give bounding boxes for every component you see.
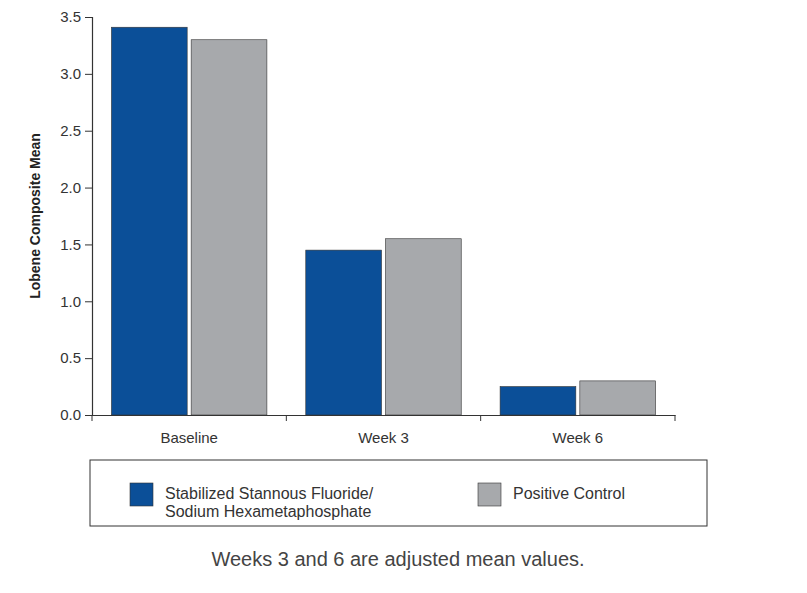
- y-tick-mark: [85, 188, 92, 189]
- legend-swatch: [478, 483, 501, 506]
- legend-label-line: Sodium Hexametaphosphate: [165, 503, 371, 520]
- y-tick-mark: [85, 301, 92, 302]
- y-tick: 1.5: [60, 236, 92, 253]
- y-tick-label: 2.5: [60, 122, 81, 139]
- y-axis-title: Lobene Composite Mean: [27, 133, 43, 299]
- legend-label: Positive Control: [513, 485, 625, 502]
- y-tick: 0.0: [60, 406, 92, 423]
- y-tick-mark: [85, 358, 92, 359]
- y-tick-mark: [85, 74, 92, 75]
- x-tick-label: Week 6: [553, 429, 604, 446]
- y-axis-line: [85, 18, 93, 416]
- legend: Stabilized Stannous Fluoride/Sodium Hexa…: [90, 460, 707, 526]
- legend-label-line: Stabilized Stannous Fluoride/: [165, 485, 374, 502]
- y-tick-label: 2.0: [60, 179, 81, 196]
- y-tick: 3.5: [60, 8, 92, 25]
- y-tick-label: 1.0: [60, 293, 81, 310]
- y-axis: 0.0 0.5 1.0 1.5 2.0 2.5 3.0 3.5: [60, 8, 92, 423]
- y-tick-label: 1.5: [60, 236, 81, 253]
- legend-label: Stabilized Stannous Fluoride/Sodium Hexa…: [165, 485, 374, 520]
- legend-item: Positive Control: [478, 483, 625, 506]
- legend-item: Stabilized Stannous Fluoride/Sodium Hexa…: [130, 483, 374, 520]
- y-tick: 2.5: [60, 122, 92, 139]
- category-divider: [480, 415, 481, 421]
- y-tick-mark: [85, 415, 92, 416]
- y-tick: 0.5: [60, 349, 92, 366]
- bar: [111, 27, 187, 415]
- y-tick-mark: [85, 17, 92, 18]
- y-tick-label: 0.5: [60, 349, 81, 366]
- bar: [500, 387, 576, 415]
- y-tick: 3.0: [60, 65, 92, 82]
- x-tick-label: Week 3: [358, 429, 409, 446]
- annotation: Weeks 3 and 6 are adjusted mean values.: [211, 548, 584, 570]
- y-tick-mark: [85, 244, 92, 245]
- category-divider: [286, 415, 287, 421]
- x-tick: Week 6: [553, 415, 604, 446]
- x-axis: Baseline Week 3 Week 6: [92, 415, 676, 446]
- legend-label-line: Positive Control: [513, 485, 625, 502]
- x-tick: Week 3: [358, 415, 409, 446]
- bar: [306, 250, 382, 415]
- y-tick-label: 3.0: [60, 65, 81, 82]
- y-tick-mark: [85, 131, 92, 132]
- x-tick: Baseline: [160, 415, 218, 446]
- y-tick-label: 0.0: [60, 406, 81, 423]
- legend-frame: [90, 460, 707, 526]
- y-tick: 1.0: [60, 293, 92, 310]
- bar: [580, 381, 656, 415]
- x-tick-label: Baseline: [160, 429, 218, 446]
- bar: [191, 40, 267, 415]
- x-axis-line: [93, 415, 676, 416]
- chart: 0.0 0.5 1.0 1.5 2.0 2.5 3.0 3.5 Baseline Week 3 We…: [0, 0, 807, 593]
- y-tick-label: 3.5: [60, 8, 81, 25]
- bars: [111, 27, 655, 415]
- legend-swatch: [130, 483, 153, 506]
- category-divider: [92, 415, 93, 421]
- category-divider: [675, 415, 676, 421]
- bar: [385, 239, 461, 415]
- y-tick: 2.0: [60, 179, 92, 196]
